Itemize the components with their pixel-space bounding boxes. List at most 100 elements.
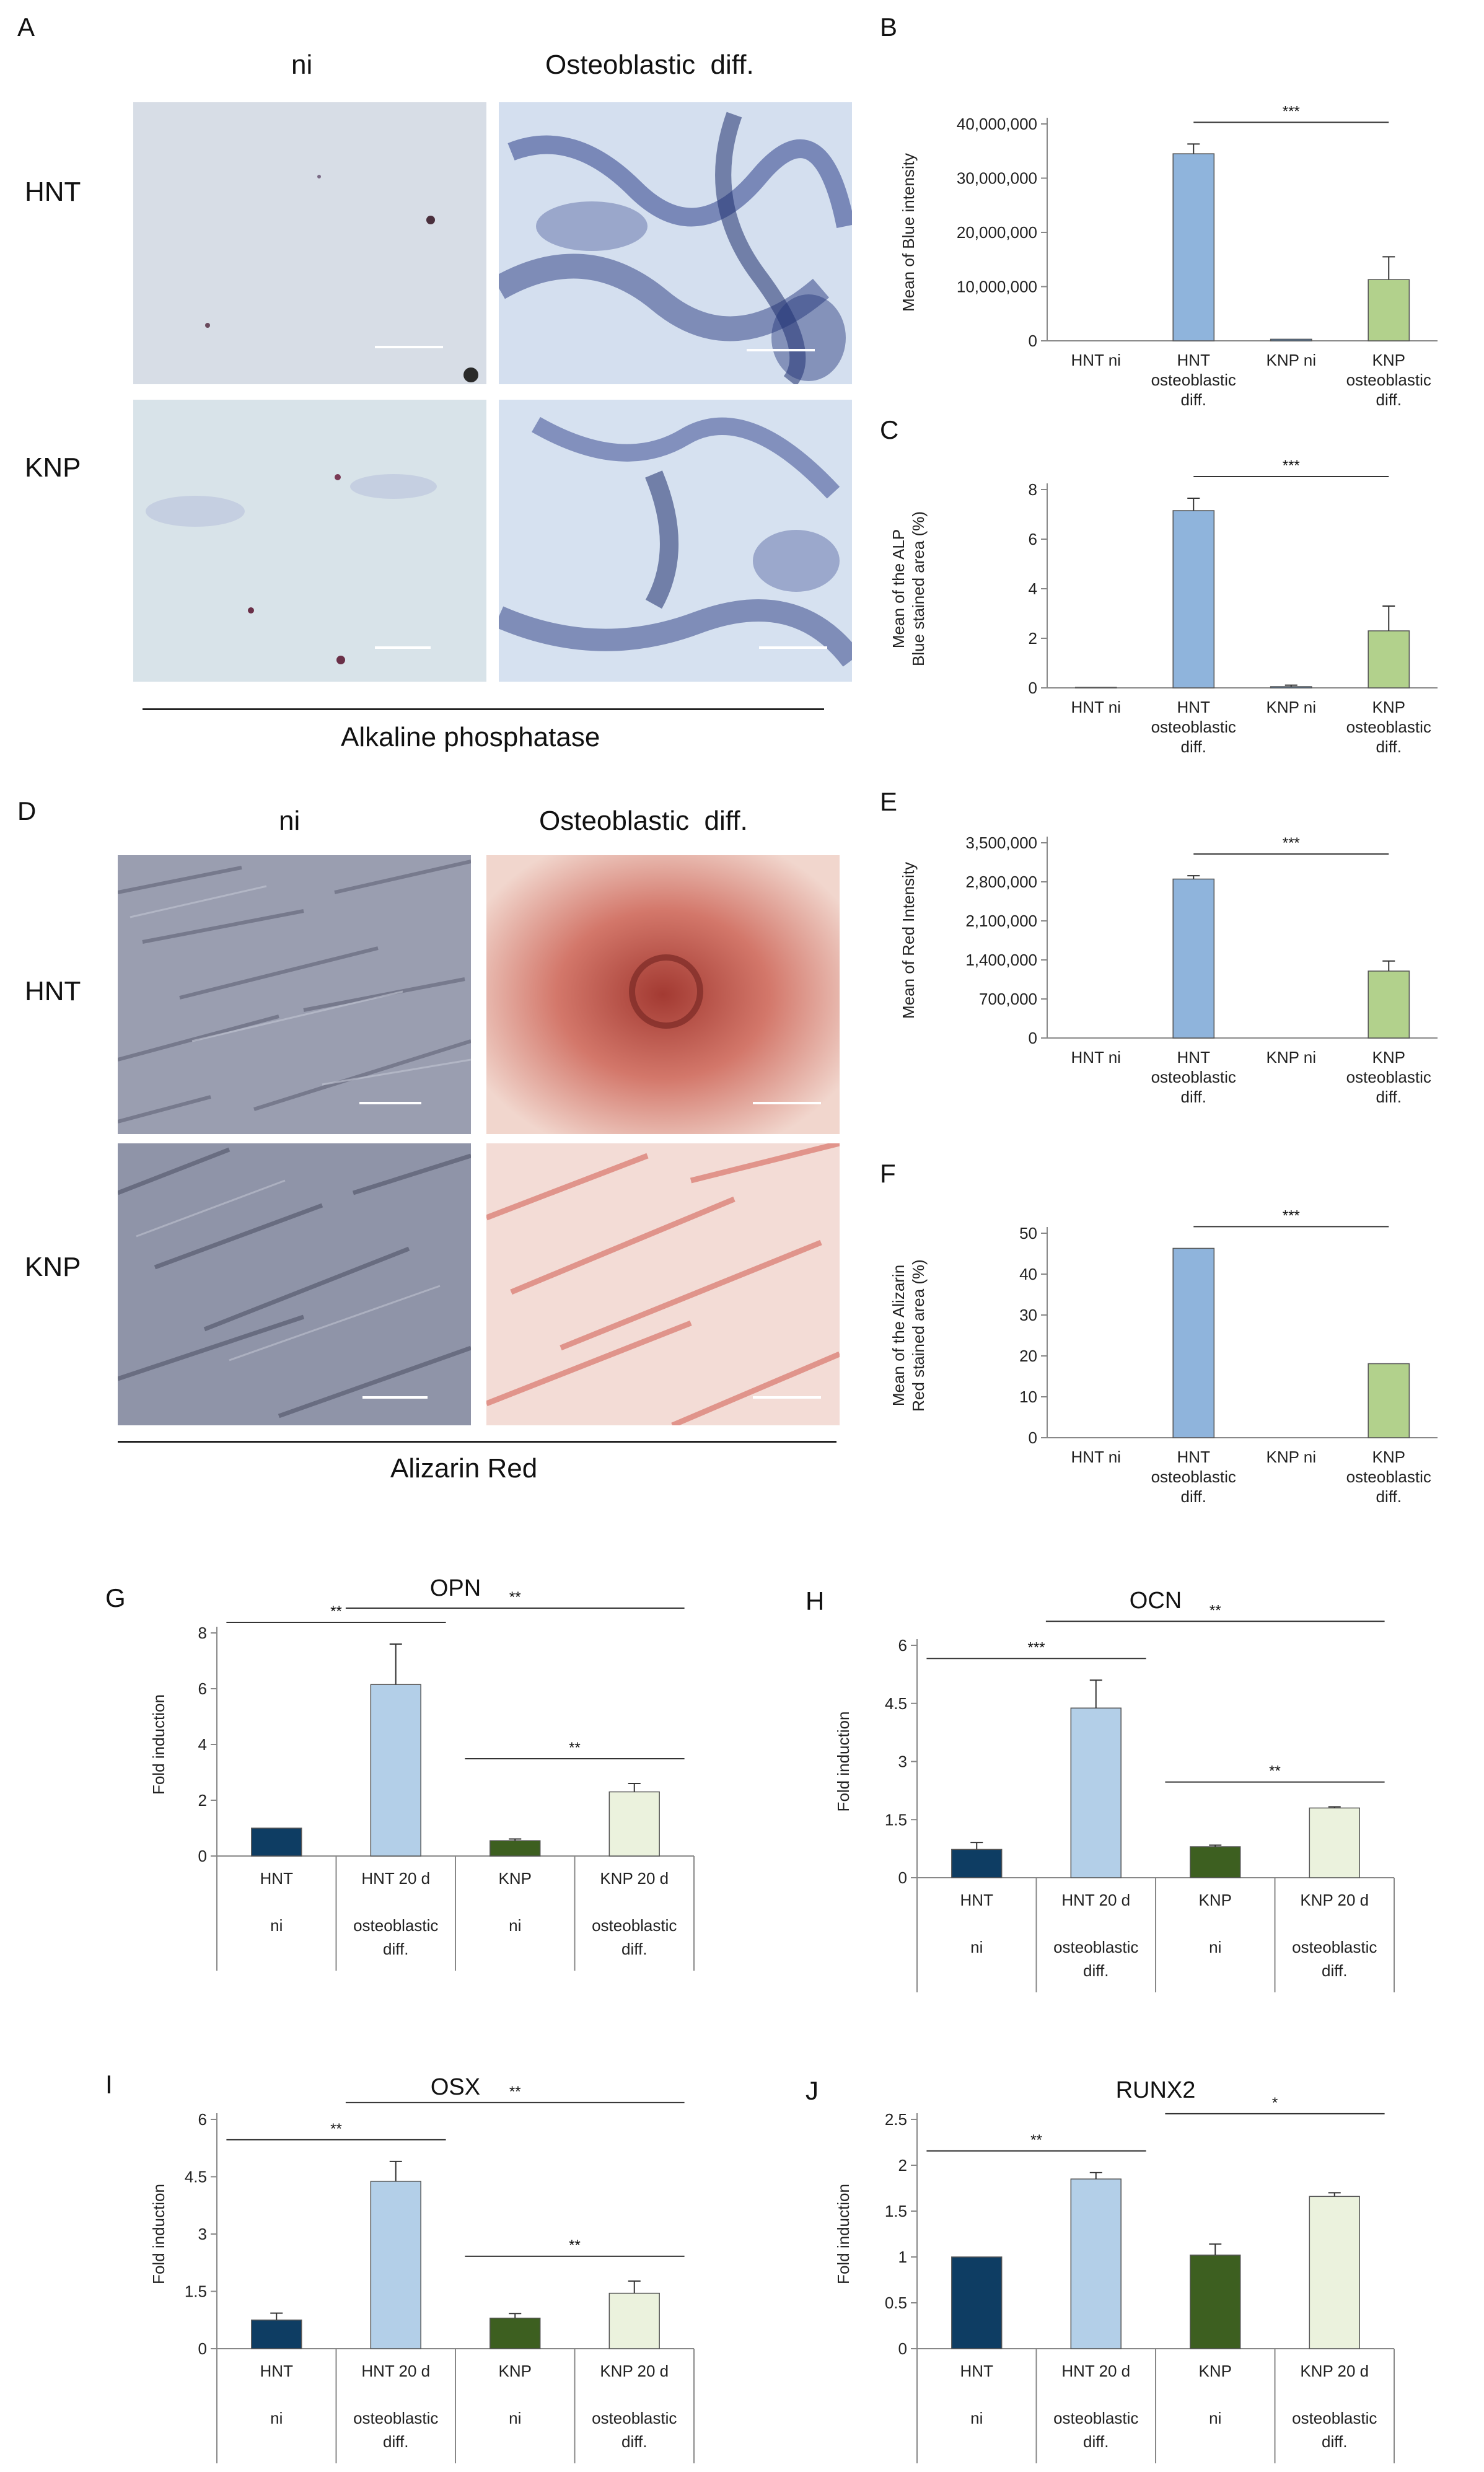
- panel-a-letter: A: [17, 12, 35, 42]
- x-tick-label: osteoblastic: [1346, 1068, 1431, 1086]
- y-tick-label: 0: [1029, 1428, 1037, 1447]
- y-tick-label: 20: [1019, 1347, 1037, 1365]
- y-tick-label: 3,500,000: [965, 834, 1037, 852]
- x-tick-label: ni: [270, 2409, 283, 2427]
- bar-3: [490, 2317, 541, 2349]
- panel-d-letter: D: [17, 796, 37, 825]
- x-tick-label: osteoblastic: [1346, 1467, 1431, 1486]
- x-tick-label: diff.: [1181, 1487, 1206, 1506]
- y-tick-label: 4.5: [885, 1694, 907, 1713]
- chart-b-letter: B: [880, 12, 898, 42]
- x-tick-label: ni: [1209, 1938, 1221, 1956]
- y-tick-label: 2: [898, 2156, 907, 2175]
- y-tick-label: 3: [198, 2225, 207, 2243]
- y-tick-label: 20,000,000: [957, 223, 1037, 242]
- significance-label: **: [509, 2083, 521, 2100]
- y-tick-label: 4: [198, 1735, 207, 1754]
- y-tick-label: 2,800,000: [965, 873, 1037, 891]
- y-tick-label: 8: [1029, 480, 1037, 499]
- chart-g: G OPN 0 2 4 6 8 Fold induction ** ** ** HNT ni HNT 2…: [87, 1568, 744, 1983]
- x-tick-label: diff.: [1181, 737, 1206, 756]
- x-tick-label: KNP 20 d: [600, 1869, 669, 1888]
- y-tick-label: 8: [198, 1624, 207, 1642]
- bar-4: [1368, 279, 1410, 341]
- chart-i-letter: I: [105, 2070, 113, 2099]
- x-tick-label: KNP: [499, 2362, 532, 2380]
- panel-a-row-label-knp: KNP: [25, 452, 81, 483]
- x-tick-label: KNP: [1372, 698, 1405, 716]
- x-tick-label: osteoblastic: [1346, 371, 1431, 389]
- significance-label: **: [569, 2237, 581, 2254]
- chart-f-letter: F: [880, 1159, 896, 1188]
- y-tick-label: 30,000,000: [957, 169, 1037, 188]
- x-tick-label: KNP: [499, 1869, 532, 1888]
- significance-label: **: [1030, 2132, 1042, 2149]
- x-tick-label: osteoblastic: [1292, 1938, 1377, 1956]
- y-tick-label: 10,000,000: [957, 278, 1037, 296]
- x-tick-label: osteoblastic: [1053, 2409, 1138, 2427]
- x-tick-label: diff.: [1181, 390, 1206, 409]
- y-tick-label: 6: [1029, 530, 1037, 548]
- bar-4: [608, 1791, 660, 1857]
- x-tick-label: HNT: [260, 1869, 294, 1888]
- y-tick-label: 2.5: [885, 2110, 907, 2129]
- x-tick-label: KNP ni: [1267, 351, 1316, 369]
- chart-g-letter: G: [105, 1583, 126, 1612]
- x-tick-label: KNP: [1372, 351, 1405, 369]
- panel-d-col-label-ni: ni: [279, 806, 301, 836]
- x-tick-label: ni: [270, 1916, 283, 1935]
- y-tick-label: 0: [898, 1868, 907, 1887]
- bar-1: [1074, 687, 1117, 688]
- chart-title: OCN: [1130, 1588, 1182, 1614]
- chart-title: OPN: [430, 1575, 481, 1601]
- panel-d-row-label-hnt: HNT: [25, 976, 81, 1006]
- y-tick-label: 1.5: [885, 2202, 907, 2220]
- bar-4: [1368, 970, 1410, 1039]
- y-tick-label: 3: [898, 1753, 907, 1771]
- x-tick-label: HNT: [1177, 1448, 1211, 1466]
- x-tick-label: diff.: [621, 2432, 647, 2451]
- x-tick-label: diff.: [1322, 1961, 1347, 1980]
- y-tick-label: 50: [1019, 1224, 1037, 1243]
- bar-4: [1368, 1363, 1410, 1438]
- bar-1: [951, 2256, 1003, 2349]
- significance-label: ***: [1283, 835, 1300, 851]
- x-tick-label: KNP 20 d: [1300, 2362, 1369, 2380]
- x-tick-label: HNT 20 d: [1061, 2362, 1130, 2380]
- x-tick-label: diff.: [1181, 1088, 1206, 1106]
- x-tick-label: osteoblastic: [1151, 1467, 1236, 1486]
- bar-3: [1270, 686, 1312, 688]
- bar-4: [1309, 2196, 1360, 2349]
- x-tick-label: osteoblastic: [592, 1916, 677, 1935]
- y-axis-label: Mean of Red Intensity: [899, 862, 918, 1019]
- y-tick-label: 1.5: [185, 2282, 207, 2301]
- bar-3: [1270, 338, 1312, 341]
- x-tick-label: diff.: [383, 1940, 408, 1958]
- x-tick-label: HNT: [260, 2362, 294, 2380]
- bar-3: [1190, 2254, 1241, 2349]
- chart-h-letter: H: [806, 1586, 825, 1616]
- panel-d-row-label-knp: KNP: [25, 1252, 81, 1282]
- x-tick-label: HNT: [1177, 698, 1211, 716]
- x-tick-label: KNP 20 d: [1300, 1891, 1369, 1909]
- x-tick-label: osteoblastic: [353, 2409, 438, 2427]
- x-tick-label: ni: [970, 2409, 983, 2427]
- x-tick-label: KNP: [1372, 1448, 1405, 1466]
- x-tick-label: HNT: [960, 1891, 994, 1909]
- bar-2: [1172, 510, 1215, 688]
- x-tick-label: HNT 20 d: [361, 1869, 430, 1888]
- x-tick-label: osteoblastic: [1151, 718, 1236, 736]
- x-tick-label: diff.: [1083, 1961, 1109, 1980]
- chart-i: I OSX 0 1.5 3 4.5 6 Fold induction ** ** ** HNT ni H…: [87, 2045, 744, 2466]
- chart-f-svg: 0 10 20 30 40 50 Mean of the AlizarinRed stain…: [889, 1207, 1438, 1506]
- x-tick-label: HNT: [960, 2362, 994, 2380]
- panel-a-row-label-hnt: HNT: [25, 177, 81, 207]
- chart-b: B 0 10,000,000 20,000,000 30,000,000 40,000,…: [880, 12, 1475, 409]
- x-tick-label: ni: [509, 2409, 521, 2427]
- x-tick-label: diff.: [1322, 2432, 1347, 2451]
- significance-label: **: [569, 1740, 581, 1756]
- panel-a-col-label-ni: ni: [291, 50, 313, 80]
- x-tick-label: osteoblastic: [1053, 1938, 1138, 1956]
- y-axis-label: Mean of the ALPBlue stained area (%): [889, 511, 928, 666]
